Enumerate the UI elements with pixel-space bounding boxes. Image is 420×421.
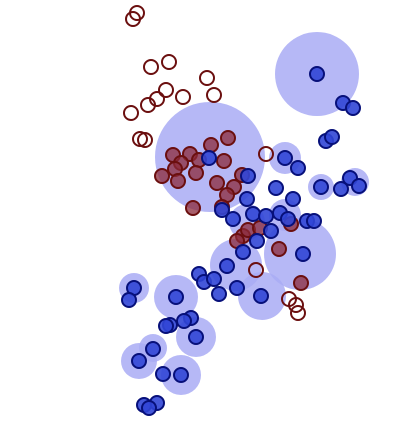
point-0-3 — [143, 59, 159, 75]
point-2-43 — [145, 341, 161, 357]
point-2-23 — [306, 213, 322, 229]
point-2-44 — [131, 353, 147, 369]
point-2-10 — [313, 179, 329, 195]
point-1-1 — [203, 137, 219, 153]
point-2-26 — [235, 244, 251, 260]
point-0-7 — [175, 89, 191, 105]
point-2-4 — [324, 129, 340, 145]
point-2-2 — [345, 100, 361, 116]
point-0-8 — [206, 87, 222, 103]
point-2-19 — [258, 208, 274, 224]
point-2-42 — [188, 329, 204, 345]
point-2-25 — [249, 233, 265, 249]
point-2-34 — [253, 288, 269, 304]
point-1-9 — [154, 168, 170, 184]
point-1-0 — [220, 130, 236, 146]
point-0-4 — [199, 70, 215, 86]
point-2-11 — [333, 181, 349, 197]
series-layer — [121, 5, 367, 416]
point-0-2 — [161, 54, 177, 70]
point-2-36 — [121, 292, 137, 308]
point-0-5 — [158, 82, 174, 98]
point-2-37 — [168, 289, 184, 305]
point-0-9 — [140, 97, 156, 113]
point-2-33 — [211, 286, 227, 302]
point-0-13 — [258, 146, 274, 162]
point-2-7 — [290, 160, 306, 176]
point-1-12 — [209, 175, 225, 191]
point-2-31 — [206, 271, 222, 287]
point-2-46 — [173, 367, 189, 383]
point-0-1 — [125, 11, 141, 27]
point-2-41 — [158, 318, 174, 334]
point-2-32 — [229, 280, 245, 296]
point-2-28 — [295, 246, 311, 262]
point-2-24 — [263, 223, 279, 239]
point-1-6 — [216, 153, 232, 169]
point-2-14 — [239, 191, 255, 207]
point-2-45 — [155, 366, 171, 382]
point-2-21 — [280, 211, 296, 227]
series-2 — [121, 66, 367, 416]
point-2-0 — [309, 66, 325, 82]
point-2-16 — [214, 202, 230, 218]
point-2-15 — [285, 191, 301, 207]
point-2-5 — [201, 150, 217, 166]
point-0-10 — [123, 105, 139, 121]
point-1-15 — [185, 200, 201, 216]
point-1-21 — [271, 241, 287, 257]
point-1-8 — [188, 165, 204, 181]
point-2-9 — [268, 180, 284, 196]
series-0 — [123, 5, 306, 321]
point-2-13 — [351, 178, 367, 194]
point-0-12 — [137, 132, 153, 148]
point-2-27 — [219, 258, 235, 274]
point-0-17 — [290, 305, 306, 321]
point-0-16 — [288, 297, 304, 313]
point-2-18 — [245, 206, 261, 222]
point-2-39 — [176, 313, 192, 329]
point-2-6 — [277, 150, 293, 166]
point-2-8 — [240, 168, 256, 184]
point-2-17 — [225, 211, 241, 227]
point-1-23 — [293, 275, 309, 291]
halo-layer — [119, 32, 369, 395]
point-1-10 — [170, 173, 186, 189]
point-0-14 — [248, 262, 264, 278]
point-2-49 — [141, 400, 157, 416]
